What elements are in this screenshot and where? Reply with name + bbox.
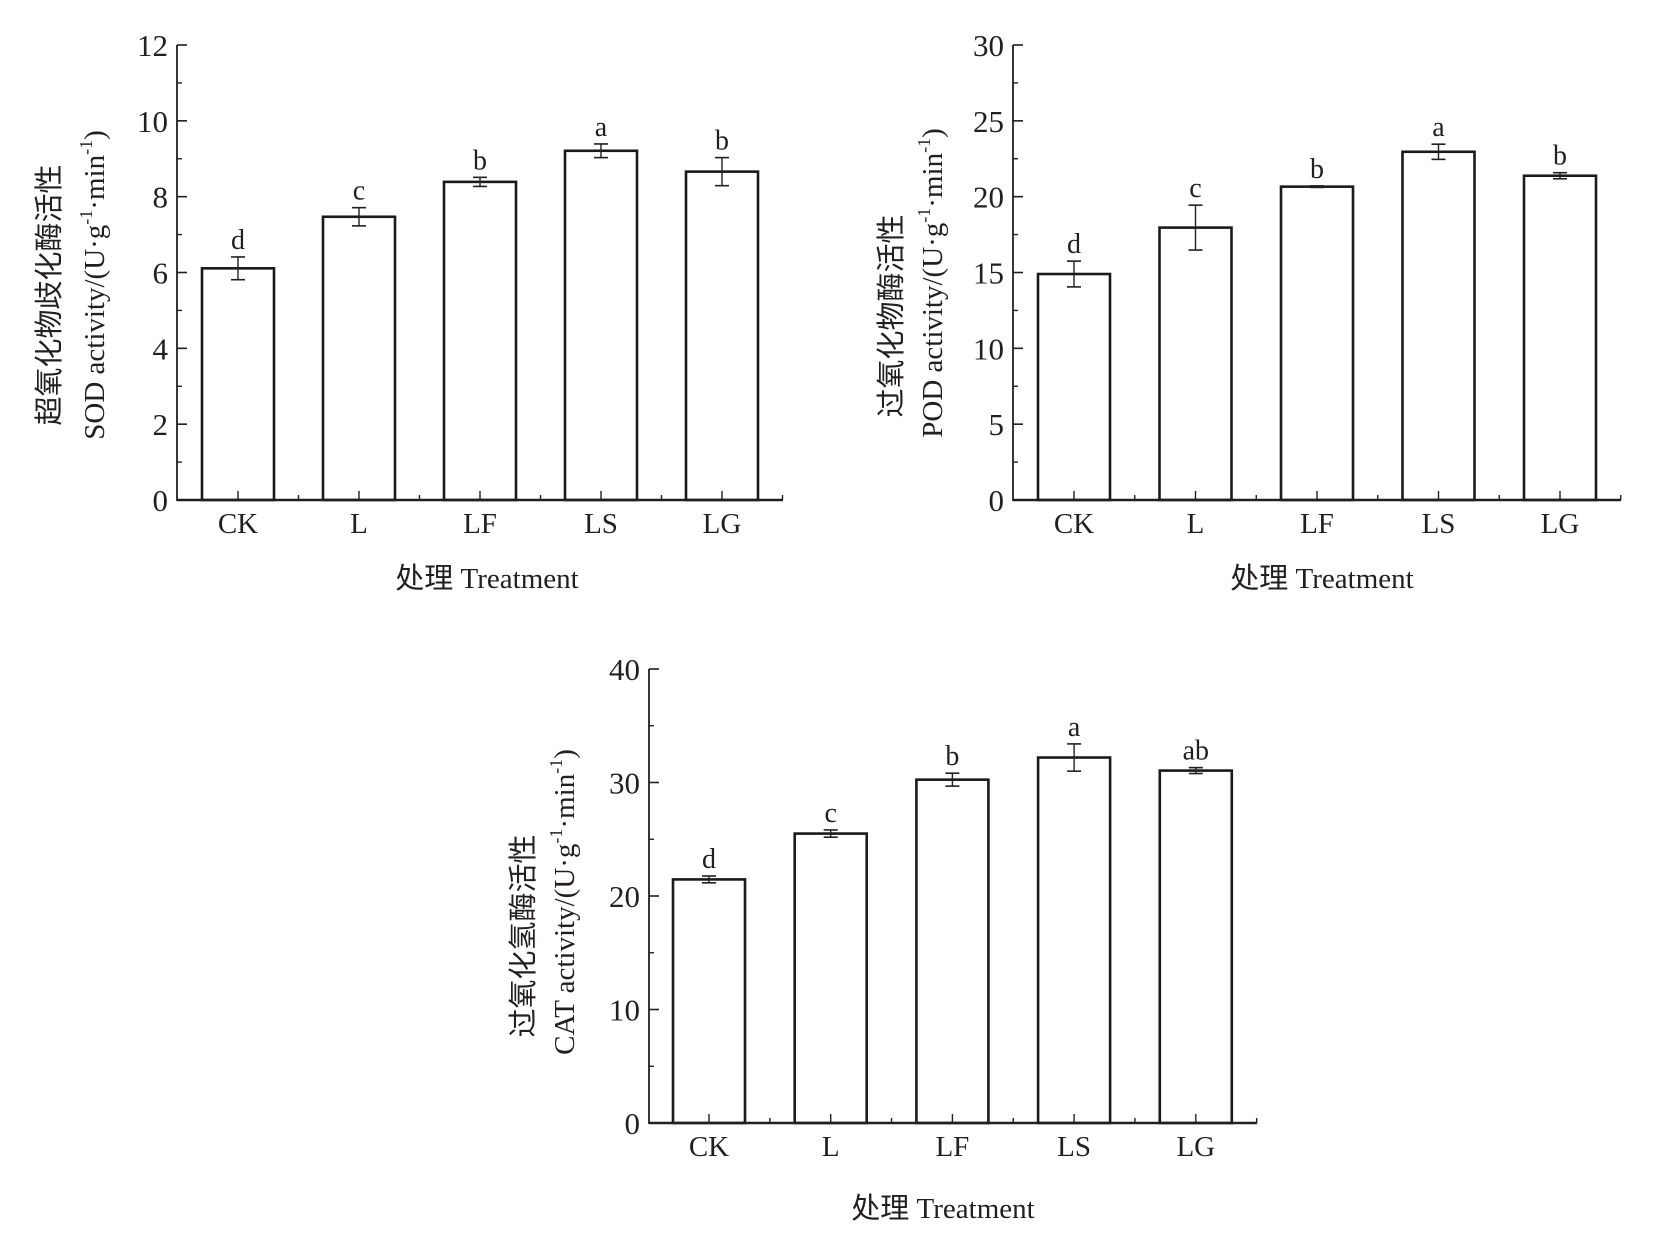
pod-significance-label: b (1310, 154, 1324, 185)
pod-y-tick-label: 0 (989, 483, 1005, 518)
sod-y-unit-part: SOD activity/(U·g (79, 225, 111, 440)
pod-y-tick-label: 25 (973, 104, 1004, 139)
pod-bar-lg (1522, 174, 1598, 502)
cat-bar-l (793, 832, 869, 1125)
cat-y-unit-part: CAT activity/(U·g (549, 844, 581, 1055)
cat-bar-lg (1158, 769, 1234, 1125)
cat-y-unit-sup: -1 (546, 759, 566, 774)
cat-y-tick-label: 30 (609, 766, 640, 801)
cat-significance-label: a (1068, 712, 1081, 743)
cat-bar-lf (915, 778, 990, 1125)
cat-y-unit-part: ) (549, 749, 581, 759)
sod-x-tick-label: LG (703, 508, 742, 540)
cat-bar-ls (1036, 756, 1112, 1125)
pod-y-tick-label: 30 (973, 28, 1004, 63)
pod-bar-l (1158, 226, 1233, 502)
pod-y-unit-sup: -1 (914, 208, 934, 223)
pod-significance-label: c (1189, 173, 1201, 204)
sod-y-axis-title-en: SOD activity/(U·g-1·min-1) (76, 130, 111, 440)
cat-x-tick-label: L (822, 1131, 840, 1163)
cat-x-tick-label: CK (689, 1131, 729, 1163)
pod-y-axis-title-en: POD activity/(U·g-1·min-1) (914, 128, 949, 438)
sod-y-tick-label: 6 (153, 256, 169, 291)
cat-x-tick-label: LF (935, 1131, 969, 1163)
cat-significance-label: b (945, 741, 959, 772)
cat-y-unit-sup: -1 (546, 829, 566, 844)
pod-y-unit-sup: -1 (914, 138, 934, 153)
sod-y-tick-label: 4 (153, 331, 169, 366)
pod-x-tick-label: LG (1541, 508, 1580, 540)
pod-y-unit-part: ) (917, 128, 949, 138)
cat-y-tick-label: 0 (625, 1106, 641, 1141)
sod-x-tick-label: L (350, 508, 368, 540)
sod-bar-lf (442, 180, 518, 502)
sod-y-tick-label: 2 (153, 407, 169, 442)
pod-bar-lf (1279, 185, 1355, 502)
pod-significance-label: a (1432, 112, 1445, 143)
sod-plot-area: 0 2 4 6 8 10 12 CK L LF LS LG d c b a b (137, 28, 784, 540)
cat-significance-label: ab (1183, 736, 1209, 767)
cat-x-axis-title: 处理 Treatment (851, 1192, 1034, 1225)
cat-y-unit-part: ·min (549, 773, 581, 828)
sod-y-tick-label: 8 (153, 180, 169, 215)
pod-y-tick-label: 5 (989, 407, 1005, 442)
cat-y-tick-label: 20 (609, 879, 640, 914)
pod-bar-ck (1036, 272, 1112, 502)
sod-activity-chart: 超氧化物歧化酶活性 SOD activity/(U·g-1·min-1) 处理 … (33, 28, 784, 595)
pod-activity-chart: 过氧化物酶活性 POD activity/(U·g-1·min-1) 处理 Tr… (875, 28, 1622, 595)
cat-y-axis-title-en: CAT activity/(U·g-1·min-1) (546, 749, 581, 1055)
cat-y-tick-label: 10 (609, 993, 640, 1028)
pod-y-tick-label: 15 (973, 256, 1004, 291)
sod-significance-label: b (473, 145, 487, 176)
pod-y-tick-label: 10 (973, 331, 1004, 366)
sod-y-unit-part: ) (79, 130, 111, 140)
sod-x-axis-title: 处理 Treatment (395, 562, 578, 595)
pod-significance-label: b (1553, 141, 1567, 172)
cat-activity-chart: 过氧化氢酶活性 CAT activity/(U·g-1·min-1) 处理 Tr… (507, 652, 1258, 1225)
pod-x-tick-label: LF (1300, 508, 1334, 540)
cat-x-tick-label: LS (1057, 1131, 1091, 1163)
sod-bar-ck (200, 267, 276, 502)
cat-significance-label: c (824, 798, 836, 829)
cat-y-tick-label: 40 (609, 652, 640, 687)
pod-significance-label: d (1067, 229, 1081, 260)
sod-significance-label: a (595, 112, 608, 143)
cat-x-tick-label: LG (1176, 1131, 1215, 1163)
sod-significance-label: c (353, 176, 365, 207)
sod-y-tick-label: 12 (137, 28, 168, 63)
pod-plot-area: 0 5 10 15 20 25 30 CK L LF LS LG d c b a b (973, 28, 1622, 540)
pod-y-axis-title-cn: 过氧化物酶活性 (875, 214, 908, 417)
sod-x-tick-label: LS (584, 508, 618, 540)
sod-y-unit-part: ·min (79, 154, 111, 209)
cat-plot-area: 0 10 20 30 40 CK L LF LS LG d c b a ab (609, 652, 1258, 1163)
pod-x-tick-label: CK (1054, 508, 1094, 540)
sod-x-tick-label: CK (218, 508, 258, 540)
sod-significance-label: d (231, 225, 245, 256)
pod-bar-ls (1401, 150, 1476, 502)
sod-x-tick-label: LF (463, 508, 497, 540)
pod-x-axis-title: 处理 Treatment (1230, 562, 1413, 595)
sod-y-unit-sup: -1 (76, 210, 96, 225)
sod-bar-ls (563, 149, 639, 502)
sod-y-unit-sup: -1 (76, 140, 96, 155)
pod-y-unit-part: POD activity/(U·g (917, 223, 949, 438)
sod-y-tick-label: 10 (137, 104, 168, 139)
sod-significance-label: b (715, 126, 729, 157)
cat-bar-ck (671, 878, 747, 1125)
pod-x-tick-label: LS (1422, 508, 1456, 540)
pod-y-unit-part: ·min (917, 152, 949, 207)
sod-bar-lg (684, 170, 760, 502)
cat-significance-label: d (702, 844, 716, 875)
sod-y-axis-title-cn: 超氧化物歧化酶活性 (33, 164, 66, 425)
cat-y-axis-title-cn: 过氧化氢酶活性 (507, 834, 540, 1037)
pod-y-tick-label: 20 (973, 180, 1004, 215)
pod-x-tick-label: L (1187, 508, 1205, 540)
sod-bar-l (321, 215, 397, 502)
sod-y-tick-label: 0 (153, 483, 169, 518)
